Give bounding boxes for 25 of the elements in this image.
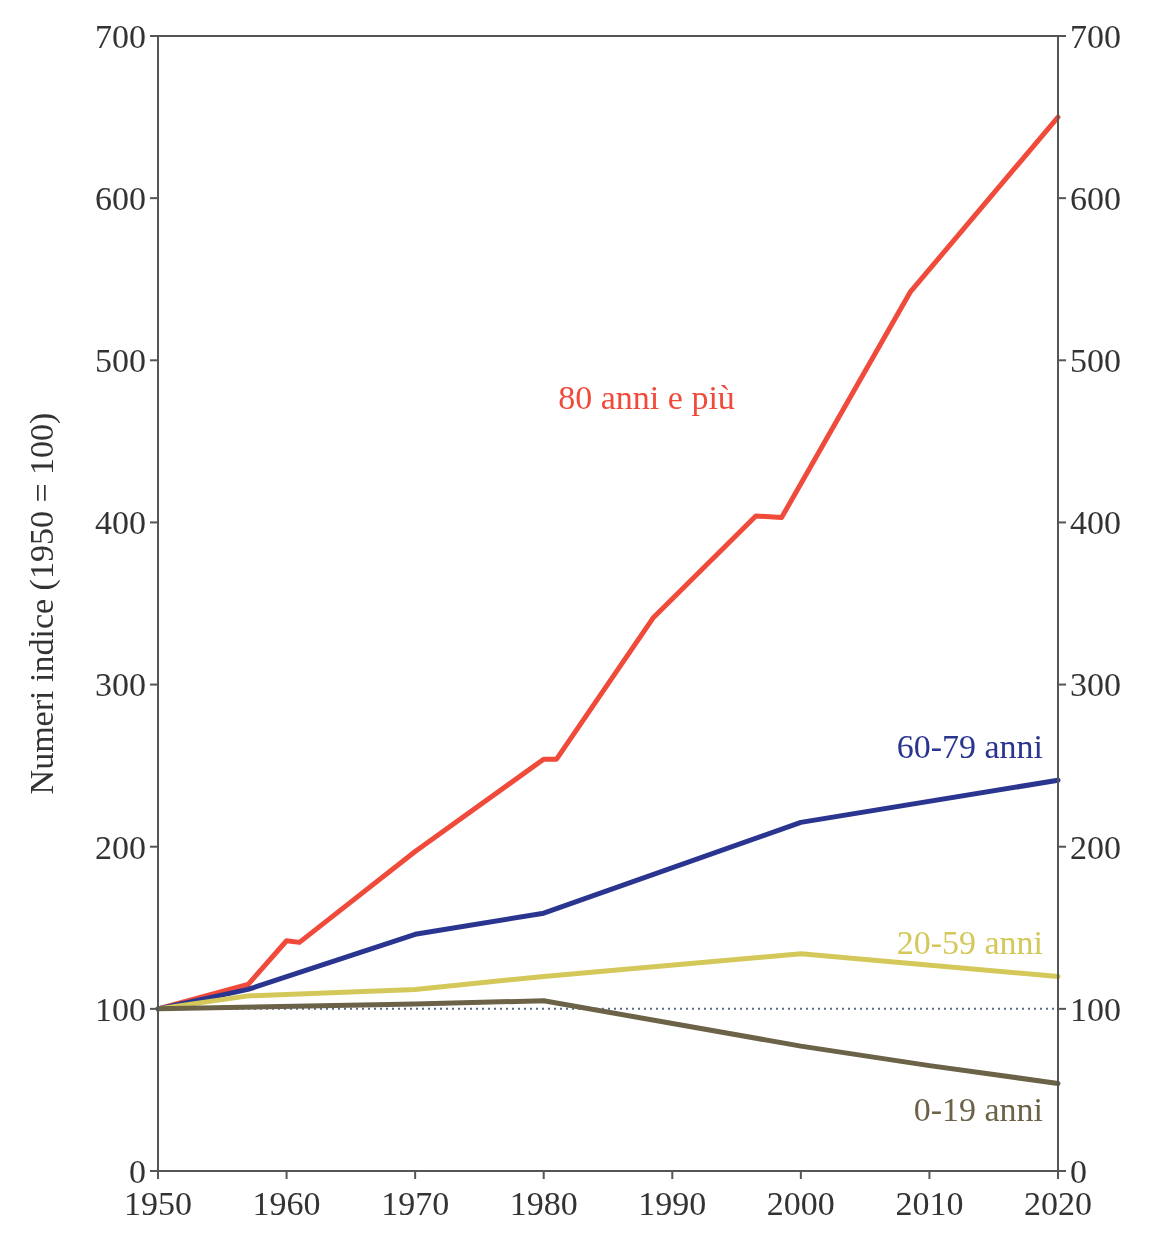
series-label: 60-79 anni (896, 728, 1043, 766)
text: 80 anni e più (558, 378, 735, 416)
y-tick-label: 600 (95, 180, 146, 218)
x-tick-label: 1970 (381, 1185, 450, 1222)
y2-tick-label: 600 (1070, 180, 1121, 218)
y-tick-label: 700 (95, 17, 146, 55)
x-tick-label: 1990 (638, 1185, 707, 1222)
y-tick-label: 200 (95, 828, 146, 866)
y2-tick-label: 200 (1070, 828, 1121, 866)
y-tick-label: 100 (95, 990, 146, 1028)
series-label: 20-59 anni (896, 924, 1043, 962)
y2-tick-label: 400 (1070, 504, 1121, 542)
y2-tick-label: 500 (1070, 342, 1121, 380)
x-tick-label: 1960 (252, 1185, 321, 1222)
series-label: 0-19 anni (913, 1091, 1043, 1129)
x-tick-label: 2000 (766, 1185, 835, 1222)
y-tick-label: 400 (95, 504, 146, 542)
y-tick-label: 500 (95, 342, 146, 380)
y2-tick-label: 300 (1070, 666, 1121, 704)
y-axis-title: Numeri indice (1950 = 100) (23, 412, 61, 795)
y2-tick-label: 700 (1070, 17, 1121, 55)
x-tick-label: 1980 (509, 1185, 578, 1222)
y2-tick-label: 100 (1070, 990, 1121, 1028)
y-tick-label: 300 (95, 666, 146, 704)
x-tick-label: 2010 (895, 1185, 964, 1222)
